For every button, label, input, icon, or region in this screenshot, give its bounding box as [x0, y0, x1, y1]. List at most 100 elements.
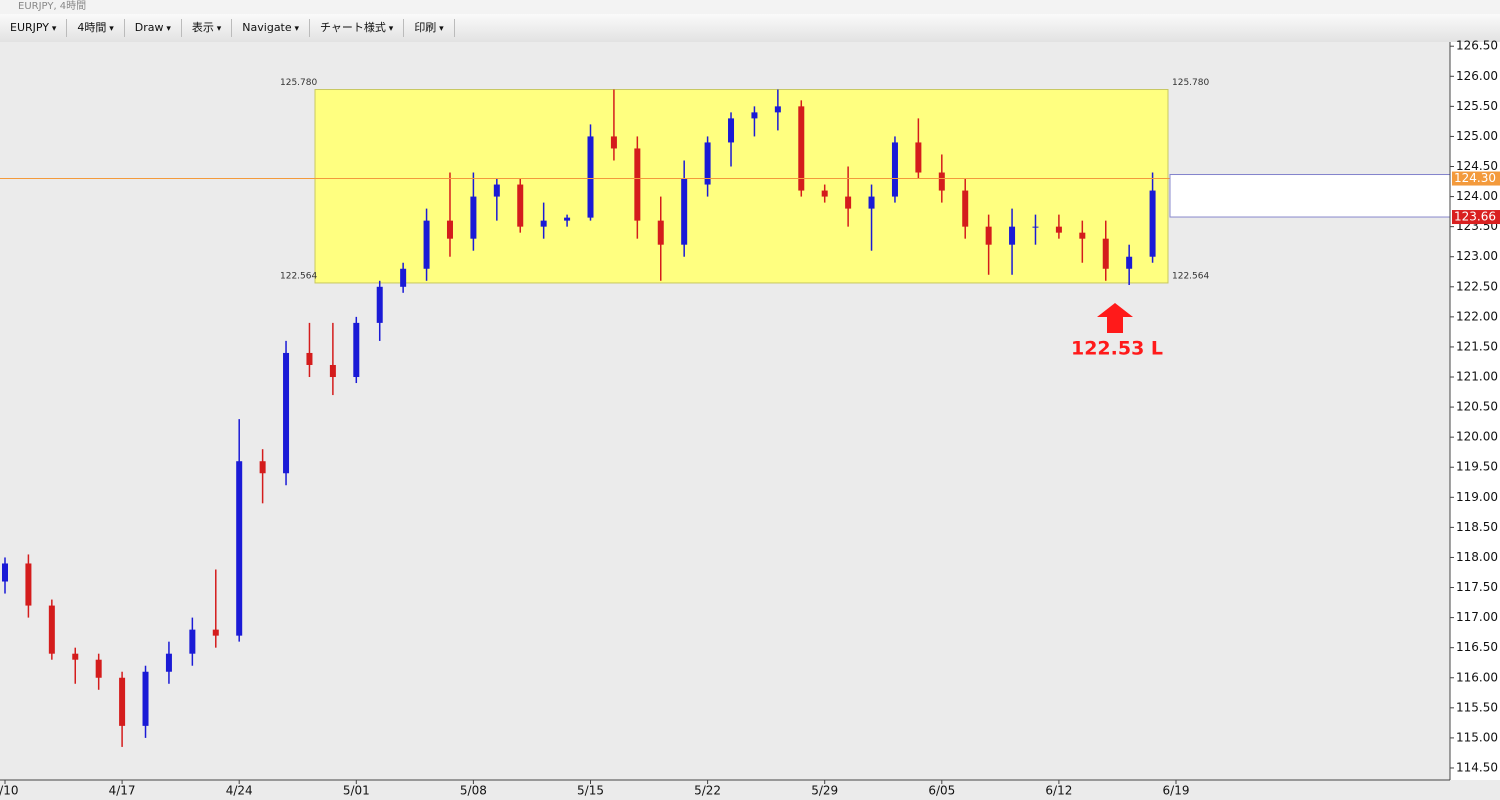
x-tick-label: 6/12 — [1045, 784, 1072, 798]
x-tick-label: 6/19 — [1163, 784, 1190, 798]
x-tick-label: 5/01 — [343, 784, 370, 798]
candle-body — [657, 220, 664, 245]
candle-body — [798, 106, 805, 191]
candle-body — [48, 605, 55, 654]
price-axis — [1450, 42, 1500, 780]
candle-body — [446, 220, 453, 239]
price-tag — [1452, 210, 1500, 225]
x-tick-label: 5/29 — [811, 784, 838, 798]
y-tick-label: 115.50 — [1456, 700, 1498, 714]
x-tick-label: 4/24 — [226, 784, 253, 798]
candle-body — [751, 112, 758, 119]
y-tick-label: 126.00 — [1456, 69, 1498, 83]
candle-body — [259, 461, 266, 474]
candle-body — [329, 364, 336, 378]
candle-body — [634, 148, 641, 221]
candle-body — [95, 659, 102, 678]
candle-body — [517, 184, 524, 227]
candle-body — [915, 142, 922, 173]
y-tick-label: 124.50 — [1456, 159, 1498, 173]
y-tick-label: 121.50 — [1456, 339, 1498, 353]
x-tick-label: 5/15 — [577, 784, 604, 798]
y-tick-label: 117.00 — [1456, 610, 1498, 624]
candle-body — [283, 352, 290, 474]
y-tick-label: 126.50 — [1456, 39, 1498, 53]
low-label: 122.53 L — [1071, 337, 1163, 359]
candle-body — [891, 142, 898, 197]
candle-body — [1032, 226, 1039, 228]
window-title: EURJPY, 4時間 — [18, 1, 87, 12]
candle-body — [423, 220, 430, 269]
title-bar: EURJPY, 4時間 — [0, 0, 1500, 14]
candle-body — [681, 178, 688, 245]
y-tick-label: 119.00 — [1456, 490, 1498, 504]
candle-body — [212, 629, 219, 636]
price-tag — [1452, 171, 1500, 186]
y-tick-label: 125.00 — [1456, 129, 1498, 143]
candle-body — [353, 322, 360, 378]
candle-body — [119, 677, 126, 726]
candle-body — [540, 220, 547, 227]
price-tag-label: 124.30 — [1454, 171, 1496, 185]
candle-body — [470, 196, 477, 239]
range-label: 122.564 — [1172, 271, 1209, 281]
candle-body — [962, 190, 969, 227]
y-tick-label: 122.50 — [1456, 279, 1498, 293]
candle-body — [564, 217, 571, 221]
cursor-box — [1169, 174, 1451, 218]
candle-body — [728, 118, 735, 143]
x-tick-label: 4/17 — [109, 784, 136, 798]
candle-body — [376, 286, 383, 323]
y-tick-label: 120.50 — [1456, 400, 1498, 414]
y-tick-label: 123.00 — [1456, 249, 1498, 263]
candle-body — [2, 563, 8, 582]
candle-body — [493, 184, 500, 197]
x-tick-label: 5/08 — [460, 784, 487, 798]
candle-body — [142, 671, 149, 726]
y-tick-label: 117.50 — [1456, 580, 1498, 594]
y-tick-label: 124.00 — [1456, 189, 1498, 203]
candle-body — [72, 653, 79, 660]
x-tick-label: 4/10 — [0, 784, 18, 798]
y-tick-label: 115.00 — [1456, 730, 1498, 744]
candle-body — [1055, 226, 1062, 233]
y-tick-label: 116.00 — [1456, 670, 1498, 684]
low-arrow — [1097, 302, 1133, 333]
toolbar-button[interactable]: 印刷 — [404, 19, 455, 37]
candle-body — [1149, 190, 1156, 257]
candle-body — [1102, 238, 1109, 269]
y-tick-label: 122.00 — [1456, 309, 1498, 323]
y-tick-label: 125.50 — [1456, 99, 1498, 113]
candle-body — [821, 190, 828, 197]
candle-body — [704, 142, 711, 185]
range-label: 125.780 — [280, 78, 317, 88]
y-tick-label: 116.50 — [1456, 640, 1498, 654]
candle-body — [985, 226, 992, 245]
y-tick-label: 120.00 — [1456, 430, 1498, 444]
range-box — [314, 89, 1169, 284]
candle-body — [165, 653, 172, 672]
candle-body — [774, 106, 781, 113]
candle-body — [1126, 256, 1133, 269]
y-tick-label: 121.00 — [1456, 370, 1498, 384]
candle-body — [1079, 232, 1086, 239]
y-tick-label: 118.00 — [1456, 550, 1498, 564]
candle-body — [610, 136, 617, 149]
candle-body — [25, 563, 32, 606]
y-tick-label: 119.50 — [1456, 460, 1498, 474]
range-label: 122.564 — [280, 271, 317, 281]
y-tick-label: 118.50 — [1456, 520, 1498, 534]
candle-body — [938, 172, 945, 191]
x-tick-label: 6/05 — [928, 784, 955, 798]
y-tick-label: 114.50 — [1456, 760, 1498, 774]
candle-body — [236, 461, 243, 636]
candle-body — [306, 352, 313, 365]
price-tag-label: 123.66 — [1454, 210, 1496, 224]
range-label: 125.780 — [1172, 78, 1209, 88]
candle-body — [400, 268, 407, 287]
candle-body — [845, 196, 852, 209]
candle-body — [1009, 226, 1016, 245]
candle-body — [868, 196, 875, 209]
